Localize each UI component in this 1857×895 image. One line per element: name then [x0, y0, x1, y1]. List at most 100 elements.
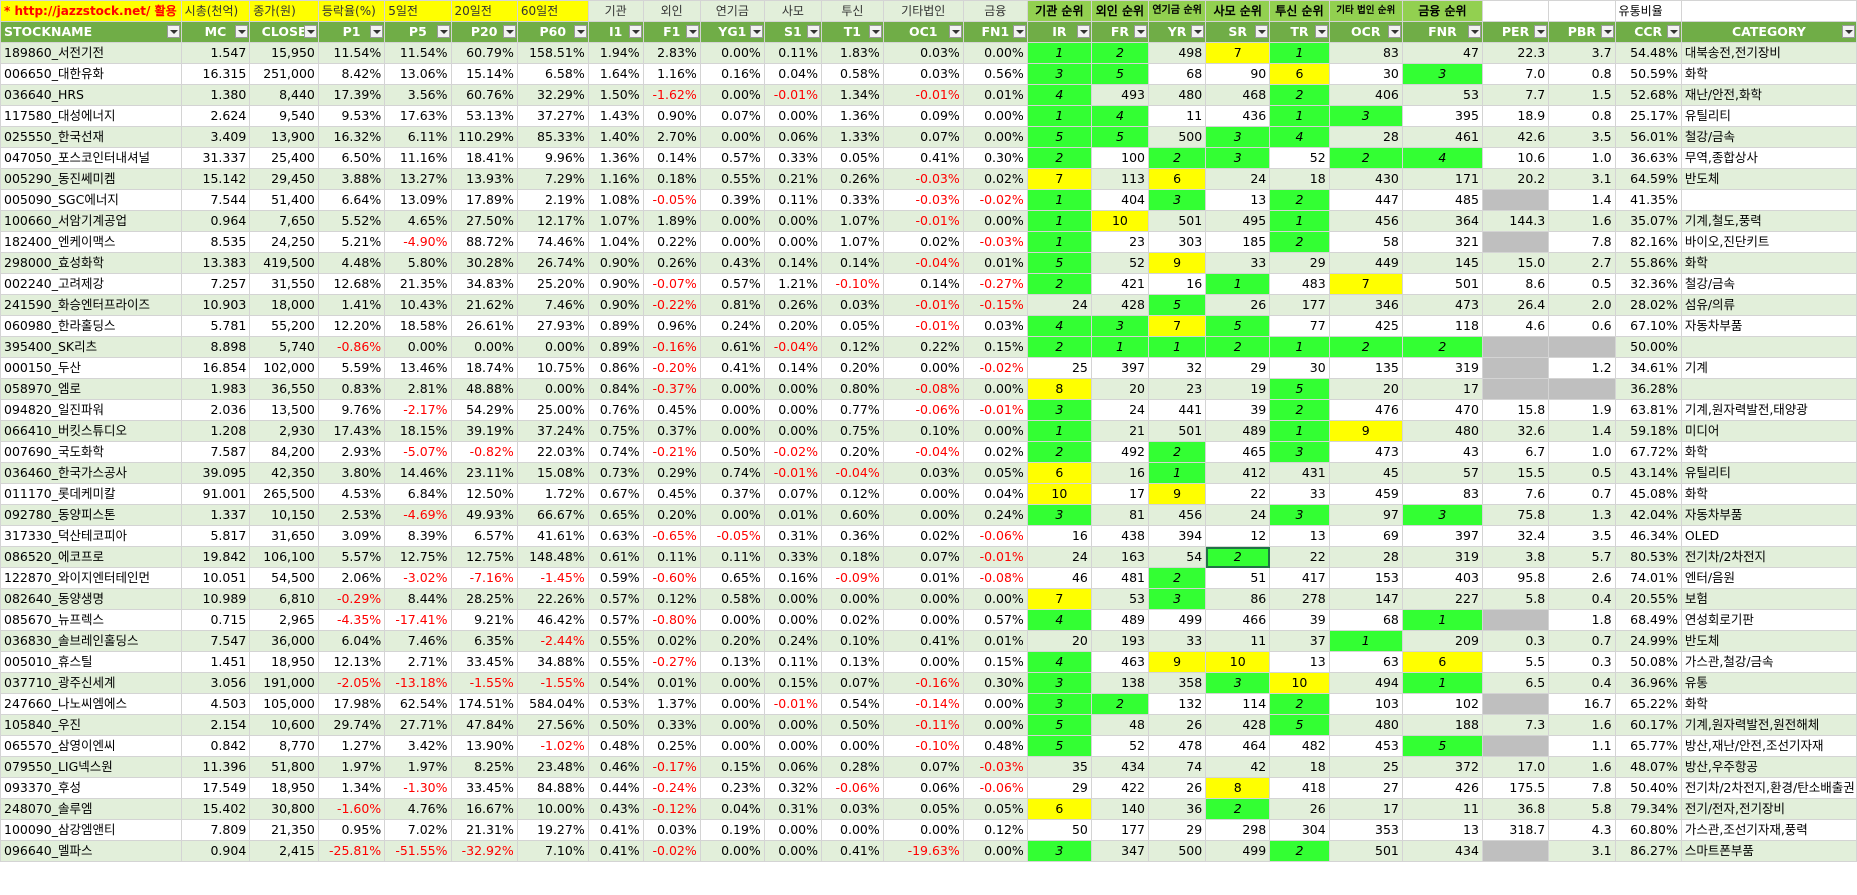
cell-sr[interactable]: 2 — [1205, 546, 1271, 568]
cell-yg1[interactable]: 0.16% — [699, 63, 765, 85]
cell-oc1[interactable]: -0.06% — [882, 399, 964, 421]
cell-close[interactable]: 29,450 — [249, 168, 319, 190]
cell-ccr[interactable]: 79.34% — [1614, 798, 1682, 820]
filter-dropdown-icon[interactable] — [1467, 25, 1481, 38]
cell-sr[interactable]: 11 — [1205, 630, 1271, 652]
cell-close[interactable]: 9,540 — [249, 105, 319, 127]
cell-fr[interactable]: 481 — [1090, 567, 1150, 589]
cell-tr[interactable]: 4 — [1269, 126, 1330, 148]
cell-f1[interactable]: 0.45% — [642, 483, 701, 505]
cell-yr[interactable]: 23 — [1148, 378, 1207, 400]
cell-mc[interactable]: 91.001 — [180, 483, 251, 505]
cell-tr[interactable]: 3 — [1269, 441, 1330, 463]
cell-p5[interactable]: 62.54% — [384, 693, 452, 715]
cell-i1[interactable]: 1.16% — [587, 168, 644, 190]
cell-mc[interactable]: 16.315 — [180, 63, 251, 85]
col-header-yr[interactable]: YR — [1148, 21, 1207, 43]
cell-ocr[interactable]: 425 — [1328, 315, 1403, 337]
cell-sr[interactable]: 22 — [1205, 483, 1271, 505]
cell-p1[interactable]: 4.53% — [317, 483, 386, 505]
cell-mc[interactable]: 13.383 — [180, 252, 251, 274]
cell-yr[interactable]: 5 — [1148, 294, 1207, 316]
cell-category[interactable]: 화학 — [1680, 63, 1857, 85]
cell-per[interactable]: 5.5 — [1481, 651, 1550, 673]
cell-ocr[interactable]: 494 — [1328, 672, 1403, 694]
cell-fnr[interactable]: 321 — [1401, 231, 1483, 253]
cell-close[interactable]: 2,930 — [249, 420, 319, 442]
cell-yr[interactable]: 501 — [1148, 420, 1207, 442]
cell-pbr[interactable]: 16.7 — [1548, 693, 1616, 715]
cell-per[interactable]: 8.6 — [1481, 273, 1550, 295]
cell-p60[interactable]: 37.27% — [516, 105, 589, 127]
cell-fn1[interactable]: 0.00% — [962, 42, 1028, 64]
cell-f1[interactable]: -0.12% — [642, 798, 701, 820]
cell-p60[interactable]: 7.46% — [516, 294, 589, 316]
cell-fnr[interactable]: 3 — [1401, 63, 1483, 85]
cell-p1[interactable]: 0.83% — [317, 378, 386, 400]
cell-p5[interactable]: -1.30% — [384, 777, 452, 799]
cell-fr[interactable]: 1 — [1090, 336, 1150, 358]
cell-s1[interactable]: 0.11% — [763, 189, 822, 211]
cell-ir[interactable]: 7 — [1026, 588, 1092, 610]
cell-pbr[interactable]: 1.2 — [1548, 357, 1616, 379]
cell-tr[interactable]: 304 — [1269, 819, 1330, 841]
cell-category[interactable]: 유틸리티 — [1680, 105, 1857, 127]
col-header-yg1[interactable]: YG1 — [699, 21, 765, 43]
cell-fn1[interactable]: -0.02% — [962, 189, 1028, 211]
cell-oc1[interactable]: 0.02% — [882, 231, 964, 253]
cell-oc1[interactable]: 0.07% — [882, 756, 964, 778]
cell-ccr[interactable]: 63.81% — [1614, 399, 1682, 421]
cell-mc[interactable]: 39.095 — [180, 462, 251, 484]
cell-p1[interactable]: -25.81% — [317, 840, 386, 862]
cell-p5[interactable]: 13.46% — [384, 357, 452, 379]
cell-yg1[interactable]: 0.43% — [699, 252, 765, 274]
cell-fnr[interactable]: 485 — [1401, 189, 1483, 211]
cell-fr[interactable]: 100 — [1090, 147, 1150, 169]
cell-f1[interactable]: -0.37% — [642, 378, 701, 400]
cell-per[interactable]: 15.0 — [1481, 252, 1550, 274]
cell-ir[interactable]: 3 — [1026, 504, 1092, 526]
cell-p5[interactable]: -13.18% — [384, 672, 452, 694]
cell-category[interactable]: 방산,재난/안전,조선기자재 — [1680, 735, 1857, 757]
cell-per[interactable]: 7.3 — [1481, 714, 1550, 736]
cell-ir[interactable]: 10 — [1026, 483, 1092, 505]
cell-p60[interactable]: 158.51% — [516, 42, 589, 64]
cell-f1[interactable]: 2.83% — [642, 42, 701, 64]
cell-ocr[interactable]: 346 — [1328, 294, 1403, 316]
cell-fnr[interactable]: 2 — [1401, 336, 1483, 358]
cell-p1[interactable]: 8.42% — [317, 63, 386, 85]
cell-sr[interactable]: 5 — [1205, 315, 1271, 337]
cell-s1[interactable]: 0.00% — [763, 231, 822, 253]
cell-close[interactable]: 55,200 — [249, 315, 319, 337]
cell-p1[interactable]: 0.95% — [317, 819, 386, 841]
cell-oc1[interactable]: -0.11% — [882, 714, 964, 736]
cell-yr[interactable]: 1 — [1148, 462, 1207, 484]
cell-fnr[interactable]: 171 — [1401, 168, 1483, 190]
cell-p1[interactable]: -4.35% — [317, 609, 386, 631]
cell-per[interactable]: 32.4 — [1481, 525, 1550, 547]
cell-i1[interactable]: 0.67% — [587, 483, 644, 505]
cell-category[interactable]: 화학 — [1680, 483, 1857, 505]
cell-i1[interactable]: 0.90% — [587, 273, 644, 295]
cell-f1[interactable]: 0.20% — [642, 504, 701, 526]
cell-p20[interactable]: 53.13% — [450, 105, 518, 127]
cell-pbr[interactable]: 0.5 — [1548, 462, 1616, 484]
cell-mc[interactable]: 7.257 — [180, 273, 251, 295]
cell-tr[interactable]: 37 — [1269, 630, 1330, 652]
cell-yr[interactable]: 9 — [1148, 252, 1207, 274]
cell-fnr[interactable]: 319 — [1401, 357, 1483, 379]
cell-fn1[interactable]: -0.01% — [962, 546, 1028, 568]
cell-per[interactable]: 0.3 — [1481, 630, 1550, 652]
cell-mc[interactable]: 7.587 — [180, 441, 251, 463]
cell-fnr[interactable]: 473 — [1401, 294, 1483, 316]
cell-per[interactable]: 42.6 — [1481, 126, 1550, 148]
cell-p5[interactable]: 17.63% — [384, 105, 452, 127]
cell-fnr[interactable]: 372 — [1401, 756, 1483, 778]
cell-fn1[interactable]: 0.01% — [962, 84, 1028, 106]
cell-ocr[interactable]: 353 — [1328, 819, 1403, 841]
cell-p60[interactable]: 27.56% — [516, 714, 589, 736]
cell-close[interactable]: 8,770 — [249, 735, 319, 757]
cell-yg1[interactable]: 0.00% — [699, 672, 765, 694]
cell-s1[interactable]: 0.00% — [763, 609, 822, 631]
cell-yr[interactable]: 132 — [1148, 693, 1207, 715]
